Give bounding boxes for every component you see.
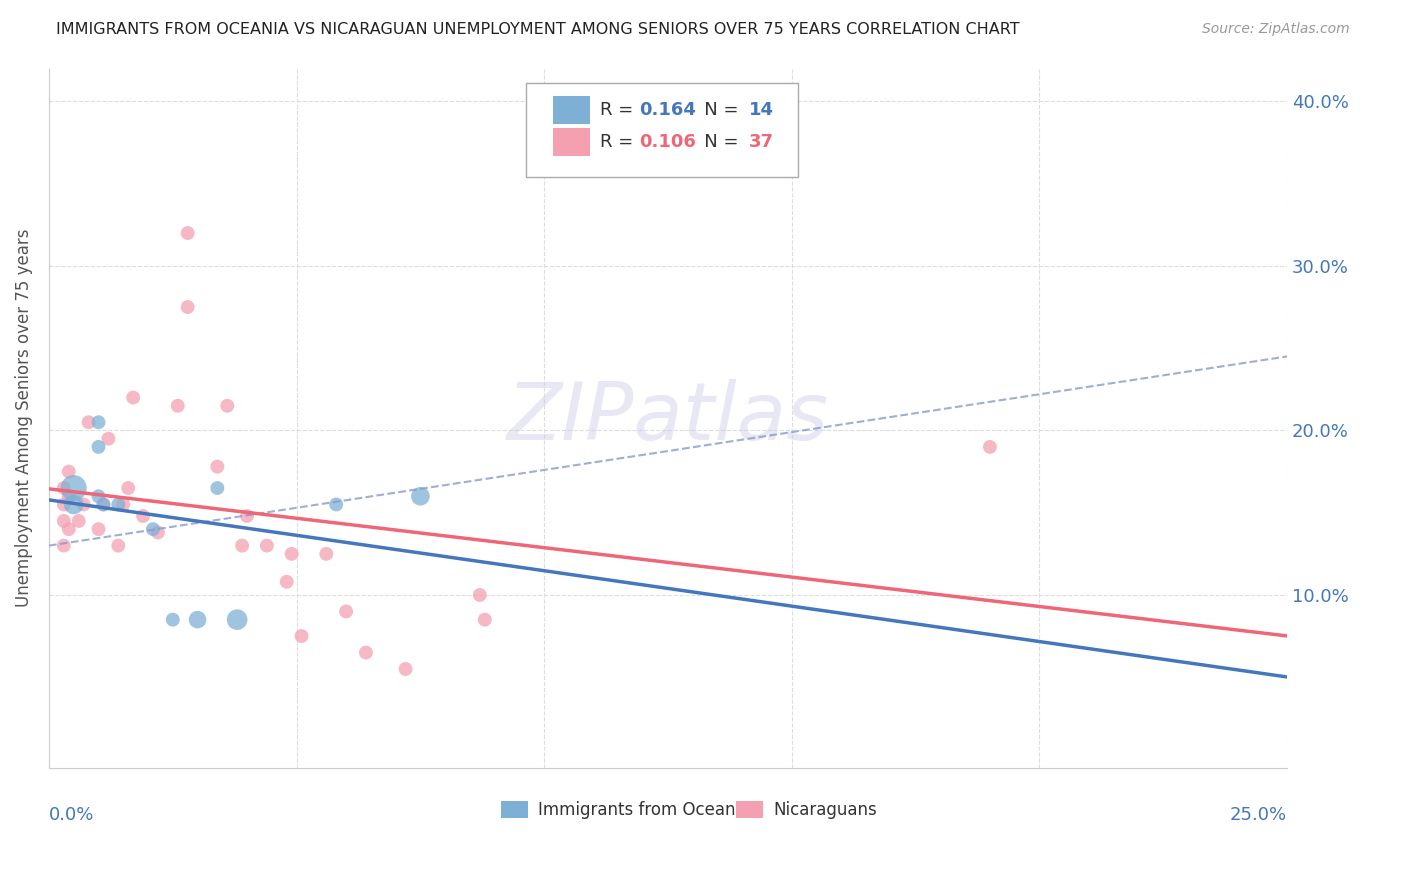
- Point: [409, 489, 432, 503]
- Point: [117, 481, 139, 495]
- Point: [256, 539, 278, 553]
- Text: Nicaraguans: Nicaraguans: [773, 801, 877, 819]
- Point: [236, 508, 259, 523]
- Point: [52, 514, 75, 528]
- Text: 0.164: 0.164: [640, 102, 696, 120]
- Point: [142, 522, 165, 536]
- Point: [979, 440, 1001, 454]
- Point: [146, 525, 169, 540]
- Text: N =: N =: [686, 133, 744, 151]
- Text: 25.0%: 25.0%: [1230, 806, 1286, 824]
- Text: N =: N =: [686, 102, 744, 120]
- Point: [166, 399, 188, 413]
- Text: 37: 37: [748, 133, 773, 151]
- Point: [176, 226, 198, 240]
- Point: [226, 613, 249, 627]
- Point: [72, 498, 94, 512]
- Y-axis label: Unemployment Among Seniors over 75 years: Unemployment Among Seniors over 75 years: [15, 229, 32, 607]
- Text: Source: ZipAtlas.com: Source: ZipAtlas.com: [1202, 22, 1350, 37]
- Point: [93, 498, 115, 512]
- Point: [207, 481, 229, 495]
- Point: [52, 498, 75, 512]
- Point: [87, 415, 110, 429]
- Point: [112, 498, 135, 512]
- FancyBboxPatch shape: [737, 801, 763, 818]
- Point: [58, 489, 80, 503]
- Point: [52, 481, 75, 495]
- Text: ZIPatlas: ZIPatlas: [508, 379, 830, 457]
- Point: [87, 522, 110, 536]
- Point: [474, 613, 496, 627]
- Text: 0.106: 0.106: [640, 133, 696, 151]
- Text: R =: R =: [600, 102, 638, 120]
- Point: [52, 539, 75, 553]
- Point: [280, 547, 302, 561]
- FancyBboxPatch shape: [526, 82, 799, 177]
- Point: [335, 604, 357, 618]
- Point: [62, 498, 84, 512]
- Text: IMMIGRANTS FROM OCEANIA VS NICARAGUAN UNEMPLOYMENT AMONG SENIORS OVER 75 YEARS C: IMMIGRANTS FROM OCEANIA VS NICARAGUAN UN…: [56, 22, 1019, 37]
- Point: [290, 629, 312, 643]
- Point: [77, 415, 100, 429]
- Point: [315, 547, 337, 561]
- Point: [176, 300, 198, 314]
- Point: [276, 574, 298, 589]
- FancyBboxPatch shape: [553, 96, 591, 125]
- Point: [122, 391, 145, 405]
- Point: [468, 588, 491, 602]
- Text: 0.0%: 0.0%: [49, 806, 94, 824]
- Point: [58, 522, 80, 536]
- Point: [132, 508, 155, 523]
- Point: [62, 481, 84, 495]
- FancyBboxPatch shape: [553, 128, 591, 156]
- Point: [354, 646, 377, 660]
- Point: [325, 498, 347, 512]
- Text: Immigrants from Oceania: Immigrants from Oceania: [538, 801, 751, 819]
- Point: [394, 662, 416, 676]
- Point: [67, 514, 90, 528]
- Point: [87, 440, 110, 454]
- Point: [58, 465, 80, 479]
- Point: [207, 459, 229, 474]
- Point: [97, 432, 120, 446]
- Point: [217, 399, 239, 413]
- Point: [187, 613, 209, 627]
- Point: [231, 539, 253, 553]
- Point: [93, 498, 115, 512]
- Text: R =: R =: [600, 133, 638, 151]
- FancyBboxPatch shape: [501, 801, 529, 818]
- Point: [87, 489, 110, 503]
- Point: [107, 539, 129, 553]
- Point: [162, 613, 184, 627]
- Point: [107, 498, 129, 512]
- Text: 14: 14: [748, 102, 773, 120]
